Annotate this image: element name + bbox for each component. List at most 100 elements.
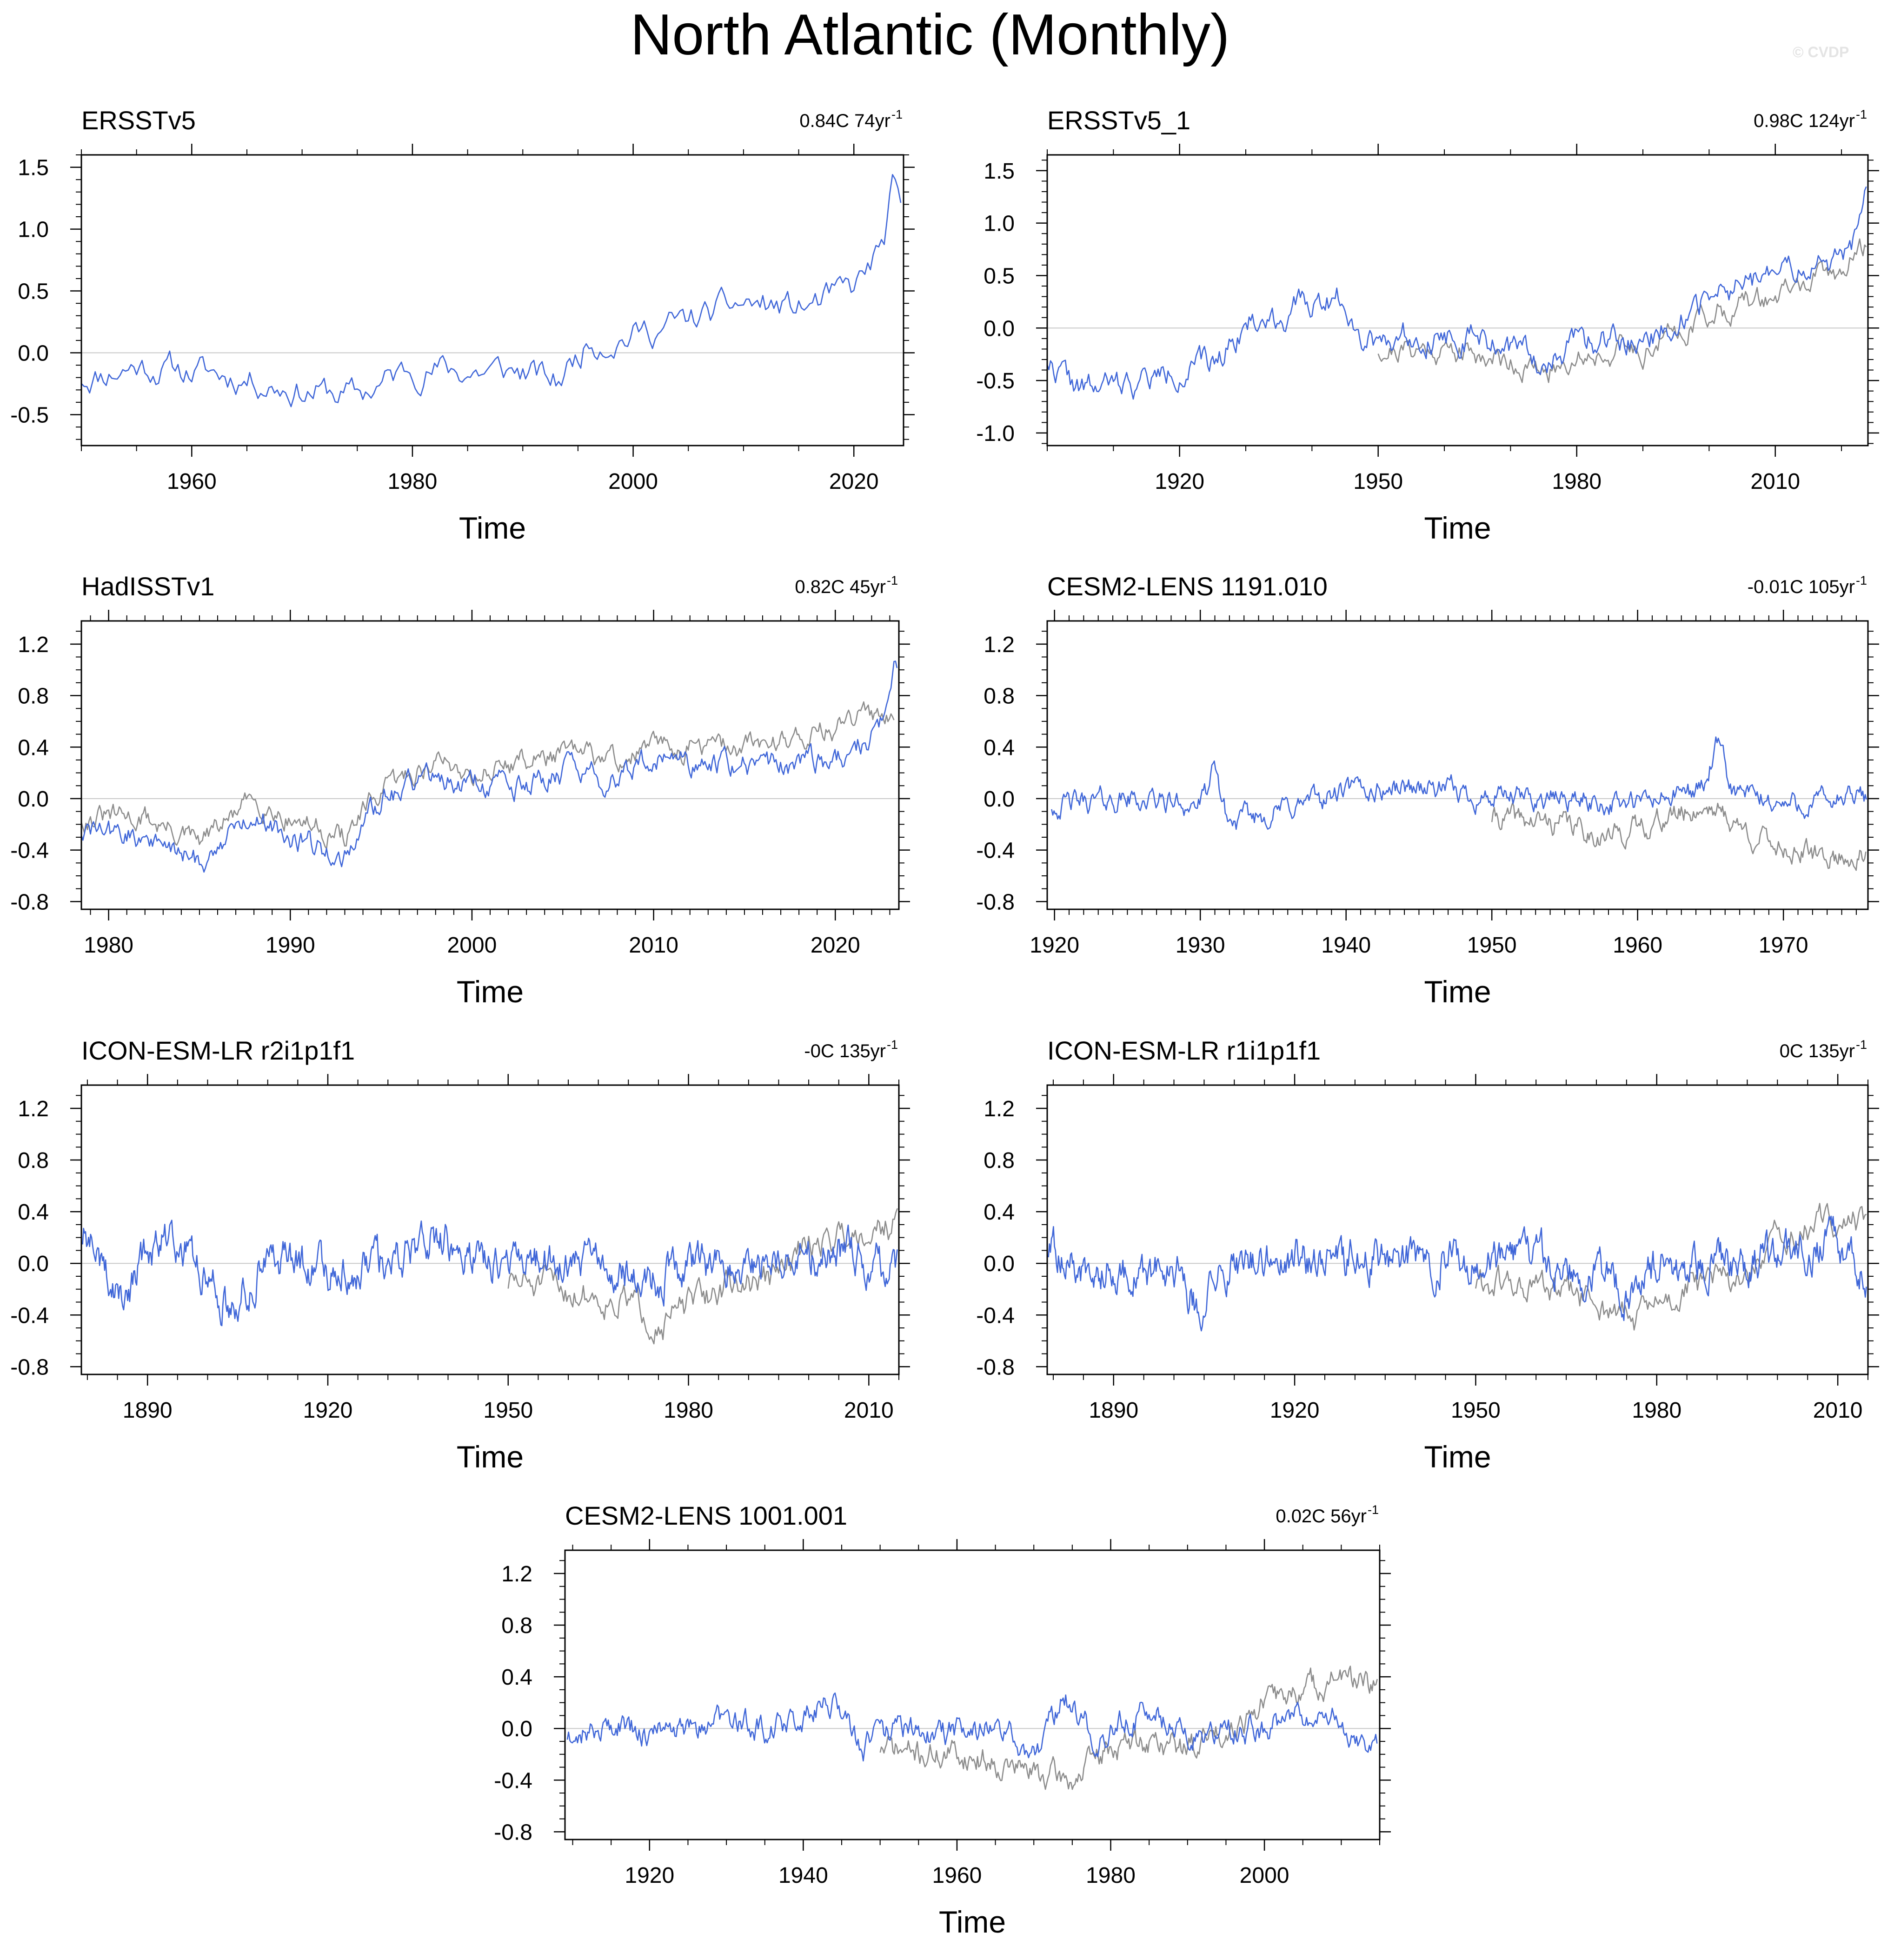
y-tick-label: 0.0 [984, 316, 1015, 341]
x-tick-label: 1960 [932, 1863, 982, 1888]
x-tick-label: 1890 [1089, 1398, 1138, 1423]
trend-stat-superscript: -1 [887, 1038, 898, 1052]
trend-stat: 0.98C 124yr [1754, 111, 1855, 131]
trend-stat: 0C 135yr [1780, 1041, 1855, 1061]
x-tick-label: 1920 [303, 1398, 353, 1423]
x-tick-label: 2010 [1750, 469, 1800, 494]
y-tick-label: 1.2 [984, 633, 1015, 657]
trend-stat-superscript: -1 [1368, 1503, 1379, 1517]
x-tick-label: 1890 [123, 1398, 173, 1423]
y-tick-label: -0.8 [976, 890, 1015, 914]
x-tick-label: 1920 [1030, 933, 1079, 958]
series-line-gray [81, 701, 895, 849]
x-tick-label: 2010 [1813, 1398, 1863, 1423]
x-tick-label: 1950 [1353, 469, 1403, 494]
x-tick-label: 1970 [1759, 933, 1808, 958]
y-tick-label: 0.4 [18, 1200, 49, 1225]
y-tick-label: 0.8 [984, 684, 1015, 709]
trend-stat-superscript: -1 [891, 107, 903, 121]
plot-frame [80, 620, 900, 910]
x-tick-label: 1920 [1155, 469, 1204, 494]
x-tick-label: 1960 [1613, 933, 1662, 958]
plot-frame [1046, 1084, 1869, 1375]
series-line-gray [507, 1208, 898, 1345]
x-tick-label: 1980 [84, 933, 133, 958]
series-line-blue [82, 1220, 898, 1327]
x-tick-label: 2020 [829, 469, 879, 494]
y-tick-label: -0.8 [494, 1820, 532, 1845]
y-tick-label: 0.8 [984, 1148, 1015, 1173]
x-tick-label: 1950 [1451, 1398, 1501, 1423]
series-line-gray [1475, 1203, 1867, 1331]
x-tick-label: 2000 [447, 933, 497, 958]
x-axis-label: Time [939, 1905, 1006, 1939]
trend-stat-superscript: -1 [1856, 107, 1867, 121]
y-tick-label: 1.2 [18, 1097, 49, 1121]
x-axis-label: Time [457, 974, 524, 1009]
x-axis-label: Time [1424, 511, 1491, 545]
panel-title: ICON-ESM-LR r1i1p1f1 [1047, 1036, 1321, 1065]
x-tick-label: 1980 [1552, 469, 1602, 494]
y-tick-label: 0.4 [984, 1200, 1015, 1225]
trend-stat: 0.02C 56yr [1276, 1506, 1367, 1527]
panel-title: ERSSTv5_1 [1047, 106, 1190, 135]
chart-panel: 1890 1920 1950 1980 2010 -0.8 -0.4 0.0 0.4 0.8 1.2… [10, 1036, 910, 1474]
y-tick-label: 0.0 [18, 341, 49, 366]
y-tick-label: -0.4 [10, 1303, 49, 1328]
x-axis-label: Time [459, 511, 526, 545]
y-tick-label: 0.8 [18, 1148, 49, 1173]
y-tick-label: 0.5 [984, 264, 1015, 288]
y-tick-label: -0.4 [10, 839, 49, 863]
y-tick-label: 1.2 [984, 1097, 1015, 1121]
plot-frame [1046, 620, 1869, 910]
trend-stat: 0.84C 74yr [799, 111, 891, 131]
y-tick-label: 1.2 [18, 633, 49, 657]
x-tick-label: 1930 [1176, 933, 1225, 958]
x-tick-label: 1980 [1086, 1863, 1136, 1888]
figure-title: North Atlantic (Monthly) [630, 3, 1230, 67]
trend-stat-superscript: -1 [1856, 1038, 1867, 1052]
y-tick-label: 1.5 [18, 156, 49, 180]
y-tick-label: 0.4 [984, 735, 1015, 760]
chart-panel: 1920 1950 1980 2010 -1.0 -0.5 0.0 0.5 1.0 1.5 Time… [976, 106, 1879, 545]
x-tick-label: 1950 [483, 1398, 533, 1423]
x-tick-label: 1960 [167, 469, 217, 494]
x-tick-label: 2010 [844, 1398, 894, 1423]
plot-frame [1046, 154, 1869, 447]
y-tick-label: 0.0 [18, 1252, 49, 1276]
x-tick-label: 1990 [266, 933, 315, 958]
series-line-gray [1377, 238, 1867, 383]
y-tick-label: 0.4 [18, 735, 49, 760]
y-tick-label: 0.0 [984, 787, 1015, 812]
series-line-blue [1051, 736, 1867, 830]
panel-title: ICON-ESM-LR r2i1p1f1 [81, 1036, 355, 1065]
chart-panel: 1980 1990 2000 2010 2020 -0.8 -0.4 0.0 0.4 0.8 1.2… [10, 572, 910, 1009]
y-tick-label: -0.5 [10, 403, 49, 428]
trend-stat-superscript: -1 [1856, 573, 1867, 587]
y-tick-label: 0.8 [18, 684, 49, 709]
series-line-blue [566, 1692, 1378, 1762]
series-line-gray [879, 1666, 1378, 1790]
x-axis-label: Time [457, 1440, 524, 1474]
y-tick-label: 0.8 [501, 1613, 532, 1638]
x-tick-label: 1940 [1321, 933, 1371, 958]
plot-frame [80, 1084, 900, 1375]
panel-title: CESM2-LENS 1001.001 [565, 1501, 847, 1530]
x-tick-label: 2010 [629, 933, 678, 958]
y-tick-label: -0.4 [494, 1768, 532, 1793]
series-line-blue [81, 174, 902, 407]
y-tick-label: 0.4 [501, 1665, 532, 1690]
y-tick-label: -0.8 [10, 1355, 49, 1380]
y-tick-label: 1.2 [501, 1562, 532, 1587]
plot-frame [80, 154, 904, 447]
x-tick-label: 1920 [1270, 1398, 1320, 1423]
chart-panel: 1920 1940 1960 1980 2000 -0.8 -0.4 0.0 0.4 0.8 1.2… [494, 1501, 1391, 1939]
x-tick-label: 2000 [608, 469, 658, 494]
y-tick-label: 0.5 [18, 280, 49, 304]
x-tick-label: 2020 [811, 933, 860, 958]
x-tick-label: 2000 [1240, 1863, 1289, 1888]
series-line-blue [81, 660, 898, 873]
chart-panel: 1890 1920 1950 1980 2010 -0.8 -0.4 0.0 0.4 0.8 1.2… [976, 1036, 1879, 1474]
series-line-blue [1047, 186, 1867, 400]
